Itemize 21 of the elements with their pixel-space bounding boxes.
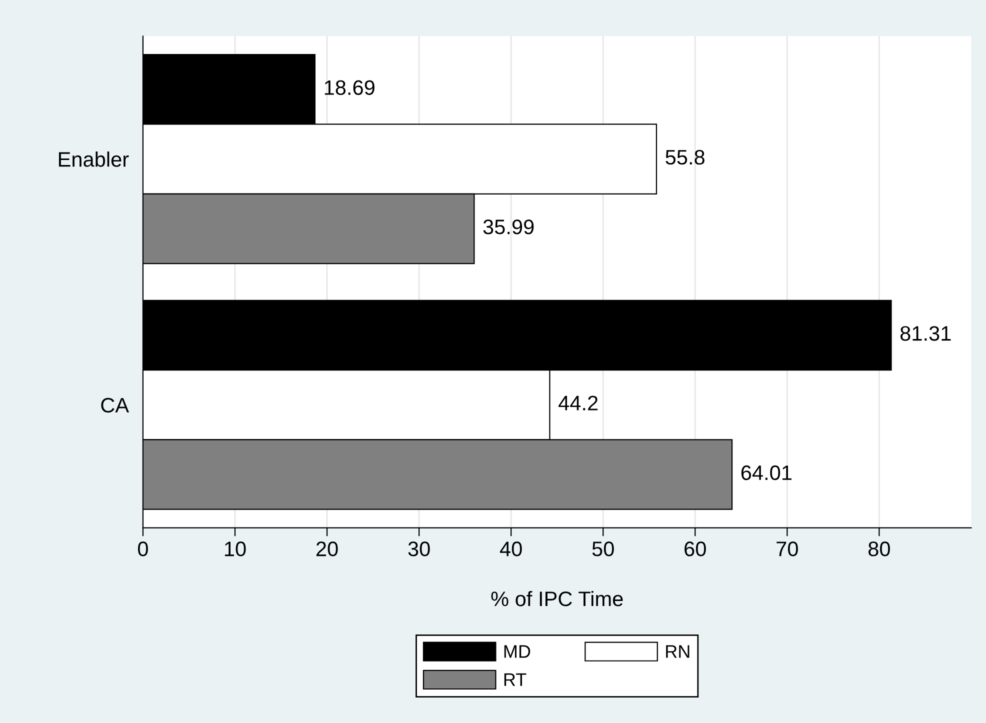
x-axis-title: % of IPC Time <box>491 590 623 606</box>
x-tick-label: 10 <box>225 542 246 556</box>
x-tick-label: 50 <box>592 542 614 556</box>
x-tick-label: 80 <box>868 542 890 556</box>
data-label: 18.69 <box>324 80 374 96</box>
legend-label: RN <box>666 645 690 658</box>
legend-label: MD <box>504 645 530 658</box>
x-tick-label: 30 <box>408 542 430 556</box>
x-tick-label: 0 <box>138 542 148 556</box>
x-tick-label: 40 <box>500 542 522 556</box>
legend-label: RT <box>504 673 526 686</box>
data-label: 64.01 <box>741 465 792 480</box>
data-label: 81.31 <box>900 326 951 341</box>
x-tick-label: 60 <box>684 542 706 556</box>
y-tick-label: CA <box>101 398 130 413</box>
data-label: 44.2 <box>558 396 598 410</box>
data-label: 35.99 <box>483 220 534 234</box>
y-tick-label: Enabler <box>58 152 129 167</box>
x-tick-label: 70 <box>776 542 798 556</box>
data-label: 55.8 <box>666 150 704 165</box>
x-tick-label: 20 <box>316 542 338 556</box>
